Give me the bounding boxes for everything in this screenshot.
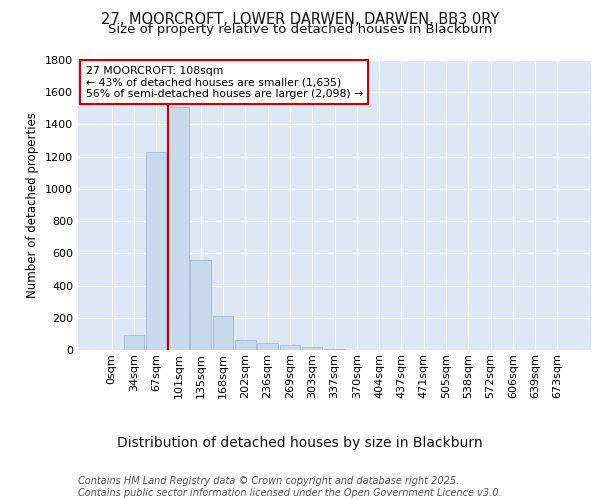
Text: Size of property relative to detached houses in Blackburn: Size of property relative to detached ho… xyxy=(108,22,492,36)
Bar xyxy=(280,345,300,350)
Bar xyxy=(213,316,233,350)
Text: 27, MOORCROFT, LOWER DARWEN, DARWEN, BB3 0RY: 27, MOORCROFT, LOWER DARWEN, DARWEN, BB3… xyxy=(101,12,499,28)
Text: Contains HM Land Registry data © Crown copyright and database right 2025.
Contai: Contains HM Land Registry data © Crown c… xyxy=(78,476,502,498)
Bar xyxy=(235,340,256,350)
Bar xyxy=(302,347,322,350)
Bar xyxy=(168,106,189,350)
Text: 27 MOORCROFT: 108sqm
← 43% of detached houses are smaller (1,635)
56% of semi-de: 27 MOORCROFT: 108sqm ← 43% of detached h… xyxy=(86,66,363,99)
Bar xyxy=(324,349,345,350)
Text: Distribution of detached houses by size in Blackburn: Distribution of detached houses by size … xyxy=(117,436,483,450)
Bar xyxy=(124,334,144,350)
Y-axis label: Number of detached properties: Number of detached properties xyxy=(26,112,40,298)
Bar xyxy=(146,152,166,350)
Bar xyxy=(257,343,278,350)
Bar xyxy=(190,260,211,350)
